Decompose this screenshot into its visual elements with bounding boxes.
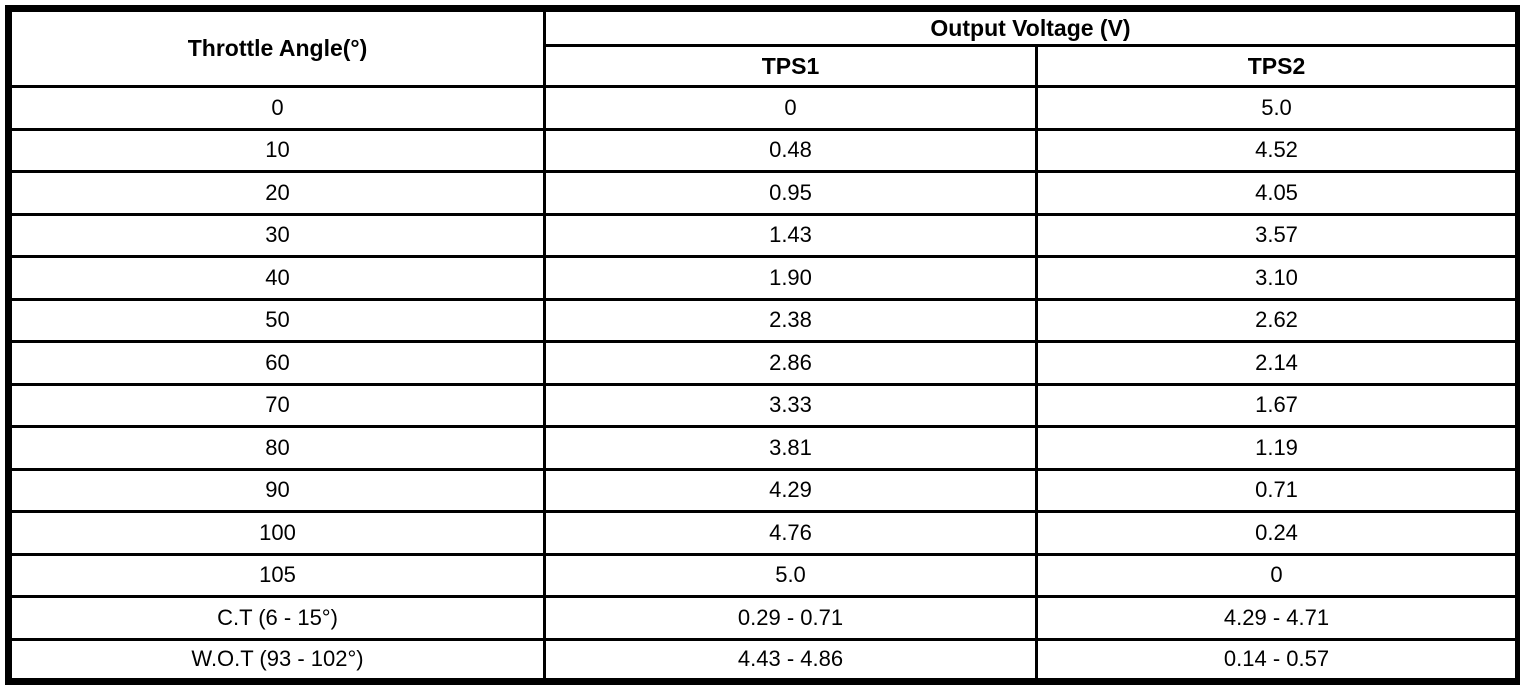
tps1-cell: 3.81 [543,425,1038,471]
tps2-cell: 1.19 [1034,425,1520,471]
header-group-row: Throttle Angle(°) Output Voltage (V) [7,7,1520,88]
tps-voltage-table: Throttle Angle(°) Output Voltage (V) TPS… [5,5,1520,685]
angle-cell: 30 [7,212,546,258]
table-row-closed-throttle: C.T (6 - 15°) 0.29 - 0.71 4.29 - 4.71 [7,595,1520,641]
tps-spec-table-container: Throttle Angle(°) Output Voltage (V) TPS… [5,5,1520,685]
column-header-tps1: TPS1 [543,44,1038,88]
angle-cell: 100 [7,510,546,556]
tps2-cell: 4.29 - 4.71 [1034,595,1520,641]
column-header-tps2: TPS2 [1034,44,1520,88]
table-row: 100 4.76 0.24 [7,510,1520,556]
tps2-cell: 2.62 [1034,297,1520,343]
table-row: 70 3.33 1.67 [7,382,1520,428]
tps2-cell: 2.14 [1034,340,1520,386]
angle-cell: 10 [7,127,546,173]
tps1-cell: 4.29 [543,467,1038,513]
table-row: 30 1.43 3.57 [7,212,1520,258]
table-row: 10 0.48 4.52 [7,127,1520,173]
tps2-cell: 4.05 [1034,170,1520,216]
table-row: 60 2.86 2.14 [7,340,1520,386]
angle-cell: 70 [7,382,546,428]
tps2-cell: 0 [1034,552,1520,598]
table-header: Throttle Angle(°) Output Voltage (V) TPS… [7,7,1520,88]
column-header-throttle-angle: Throttle Angle(°) [7,7,546,88]
table-row: 105 5.0 0 [7,552,1520,598]
angle-cell: 40 [7,255,546,301]
tps1-cell: 0 [543,85,1038,131]
table-row: 0 0 5.0 [7,85,1520,131]
angle-cell: 50 [7,297,546,343]
tps2-cell: 5.0 [1034,85,1520,131]
tps1-cell: 1.43 [543,212,1038,258]
tps1-cell: 2.86 [543,340,1038,386]
tps2-cell: 0.71 [1034,467,1520,513]
angle-cell: 105 [7,552,546,598]
table-body: 0 0 5.0 10 0.48 4.52 20 0.95 4.05 30 1.4… [7,85,1520,683]
tps1-cell: 2.38 [543,297,1038,343]
tps1-cell: 3.33 [543,382,1038,428]
tps1-cell: 5.0 [543,552,1038,598]
angle-cell: 60 [7,340,546,386]
tps2-cell: 1.67 [1034,382,1520,428]
tps1-cell: 4.43 - 4.86 [543,637,1038,683]
table-row-wide-open-throttle: W.O.T (93 - 102°) 4.43 - 4.86 0.14 - 0.5… [7,637,1520,683]
tps1-cell: 0.48 [543,127,1038,173]
angle-cell: 90 [7,467,546,513]
tps2-cell: 3.57 [1034,212,1520,258]
tps1-cell: 4.76 [543,510,1038,556]
angle-cell: W.O.T (93 - 102°) [7,637,546,683]
tps2-cell: 0.14 - 0.57 [1034,637,1520,683]
angle-cell: 80 [7,425,546,471]
table-row: 50 2.38 2.62 [7,297,1520,343]
tps2-cell: 0.24 [1034,510,1520,556]
table-row: 80 3.81 1.19 [7,425,1520,471]
angle-cell: 0 [7,85,546,131]
table-row: 20 0.95 4.05 [7,170,1520,216]
table-row: 40 1.90 3.10 [7,255,1520,301]
column-group-header-output-voltage: Output Voltage (V) [542,7,1520,47]
angle-cell: 20 [7,170,546,216]
tps1-cell: 0.95 [543,170,1038,216]
tps1-cell: 0.29 - 0.71 [543,595,1038,641]
tps2-cell: 3.10 [1034,255,1520,301]
tps1-cell: 1.90 [543,255,1038,301]
angle-cell: C.T (6 - 15°) [7,595,546,641]
header-sub-row: TPS1 TPS2 [9,44,1520,88]
table-row: 90 4.29 0.71 [7,467,1520,513]
tps2-cell: 4.52 [1034,127,1520,173]
